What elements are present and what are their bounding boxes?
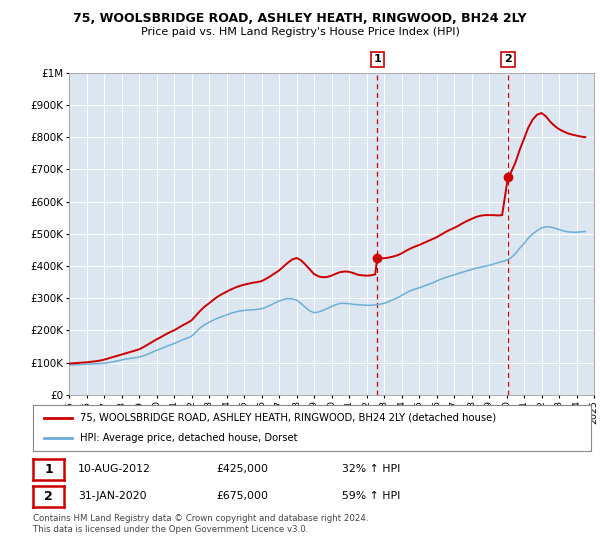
Text: 1: 1 xyxy=(373,54,381,64)
Text: 1: 1 xyxy=(44,463,53,476)
Text: 32% ↑ HPI: 32% ↑ HPI xyxy=(342,464,400,474)
Text: 75, WOOLSBRIDGE ROAD, ASHLEY HEATH, RINGWOOD, BH24 2LY (detached house): 75, WOOLSBRIDGE ROAD, ASHLEY HEATH, RING… xyxy=(80,413,497,423)
Text: 31-JAN-2020: 31-JAN-2020 xyxy=(78,491,146,501)
Text: HPI: Average price, detached house, Dorset: HPI: Average price, detached house, Dors… xyxy=(80,433,298,443)
Text: 10-AUG-2012: 10-AUG-2012 xyxy=(78,464,151,474)
Text: 2: 2 xyxy=(44,489,53,503)
Text: £675,000: £675,000 xyxy=(216,491,268,501)
Text: 59% ↑ HPI: 59% ↑ HPI xyxy=(342,491,400,501)
Text: Contains HM Land Registry data © Crown copyright and database right 2024.
This d: Contains HM Land Registry data © Crown c… xyxy=(33,514,368,534)
Text: £425,000: £425,000 xyxy=(216,464,268,474)
Text: 75, WOOLSBRIDGE ROAD, ASHLEY HEATH, RINGWOOD, BH24 2LY: 75, WOOLSBRIDGE ROAD, ASHLEY HEATH, RING… xyxy=(73,12,527,25)
Text: 2: 2 xyxy=(504,54,512,64)
Text: Price paid vs. HM Land Registry's House Price Index (HPI): Price paid vs. HM Land Registry's House … xyxy=(140,27,460,37)
